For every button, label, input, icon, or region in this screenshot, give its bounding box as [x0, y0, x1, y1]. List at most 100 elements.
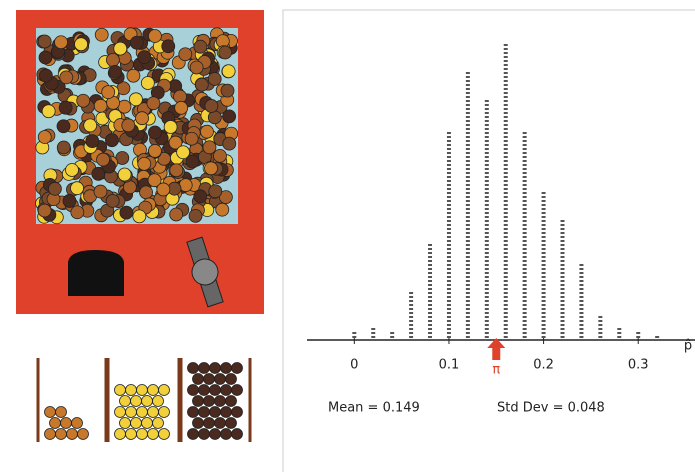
gumball — [194, 190, 207, 203]
gumball — [215, 418, 226, 429]
gumball — [78, 429, 89, 440]
gumball — [61, 418, 72, 429]
gumball — [188, 407, 199, 418]
gumball — [60, 71, 73, 84]
gumball — [209, 185, 222, 198]
gumball — [195, 78, 208, 91]
gumball — [129, 93, 142, 106]
gumball — [193, 396, 204, 407]
gumball — [71, 182, 84, 195]
gumball — [57, 141, 70, 154]
gumball — [188, 429, 199, 440]
gumball — [148, 407, 159, 418]
gumball — [45, 429, 56, 440]
gumball — [216, 203, 229, 216]
gumball — [55, 36, 68, 49]
gumball — [148, 385, 159, 396]
gumball — [57, 120, 70, 133]
gumball — [114, 42, 127, 55]
gumball — [84, 119, 97, 132]
gumball — [94, 99, 107, 112]
gumball — [232, 407, 243, 418]
gumball — [215, 396, 226, 407]
gumball — [199, 385, 210, 396]
page: Mean = 0.149 Std Dev = 0.048 p̂ 00.10.20… — [0, 0, 695, 472]
gumball — [193, 418, 204, 429]
gumball — [50, 418, 61, 429]
gumball — [159, 407, 170, 418]
gumball — [179, 48, 192, 61]
gumball — [122, 119, 135, 132]
gumball — [159, 429, 170, 440]
gumball — [133, 210, 146, 223]
gumball — [204, 418, 215, 429]
gumball — [42, 105, 55, 118]
gumball — [208, 111, 221, 124]
gumball — [199, 429, 210, 440]
gumball — [126, 407, 137, 418]
gumball — [204, 396, 215, 407]
gumball — [226, 374, 237, 385]
gumball — [188, 385, 199, 396]
gumball — [131, 396, 142, 407]
gumball — [232, 429, 243, 440]
gumball — [136, 112, 149, 125]
gumball — [223, 110, 236, 123]
gumball — [213, 149, 226, 162]
gumball — [170, 164, 183, 177]
gumball — [94, 185, 107, 198]
gumball — [71, 206, 84, 219]
gumball — [127, 69, 140, 82]
gumball — [189, 209, 202, 222]
gumball — [39, 51, 52, 64]
gumball — [38, 131, 51, 144]
gumball — [86, 135, 99, 148]
gumball — [126, 385, 137, 396]
gumball — [148, 126, 161, 139]
gumball — [204, 374, 215, 385]
gumball — [162, 40, 175, 53]
gumball — [190, 61, 203, 74]
gumball — [210, 385, 221, 396]
gumball — [194, 40, 207, 53]
gumball — [56, 407, 67, 418]
gumball — [205, 99, 218, 112]
gumball — [148, 429, 159, 440]
gumball — [175, 101, 188, 114]
gumball — [157, 183, 170, 196]
gumball — [106, 53, 119, 66]
gumball — [67, 429, 78, 440]
gumball — [223, 137, 236, 150]
gumball — [210, 407, 221, 418]
gumball — [199, 363, 210, 374]
gumball — [72, 418, 83, 429]
gumball — [109, 65, 122, 78]
gumball — [130, 36, 143, 49]
gumball — [39, 69, 52, 82]
gumball — [59, 101, 72, 114]
gumball — [199, 407, 210, 418]
gumball — [210, 429, 221, 440]
gumball — [142, 418, 153, 429]
gumball — [115, 385, 126, 396]
gumball — [221, 385, 232, 396]
gumball — [48, 182, 61, 195]
gumball — [215, 374, 226, 385]
gumball — [38, 204, 51, 217]
gumball — [232, 363, 243, 374]
gumball — [120, 206, 133, 219]
gumball — [77, 94, 90, 107]
gumball — [115, 429, 126, 440]
x-tick-label: 0 — [350, 358, 358, 373]
x-tick-label: 0.2 — [533, 358, 554, 373]
gumball — [142, 396, 153, 407]
gumball — [193, 374, 204, 385]
gumball — [38, 35, 51, 48]
gumball — [232, 385, 243, 396]
gumball — [221, 363, 232, 374]
gumball — [210, 363, 221, 374]
gumball — [148, 144, 161, 157]
gumball — [105, 134, 118, 147]
gumball — [63, 194, 76, 207]
gumball — [159, 385, 170, 396]
